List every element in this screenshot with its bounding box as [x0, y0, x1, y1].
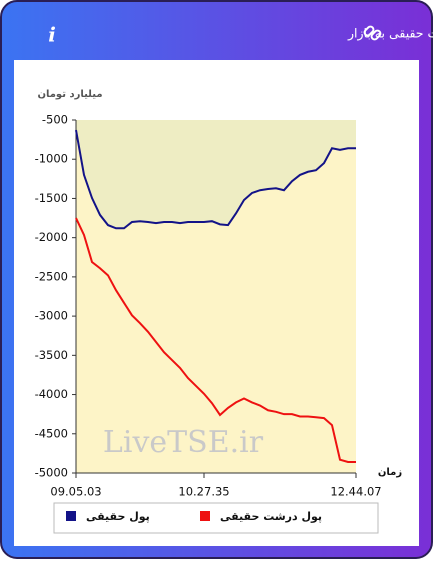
series-line	[75, 217, 356, 464]
y-tick-label: -1500	[35, 191, 68, 205]
legend-swatch	[66, 511, 76, 521]
card-title: برآیند ورود و خروج پول حقیقی و پول درشت …	[347, 26, 433, 42]
legend-label: پول حقیقی	[86, 510, 150, 523]
y-tick-label: -4500	[35, 426, 68, 440]
series-line	[75, 129, 356, 230]
y-tick-label: -3000	[35, 309, 68, 323]
y-tick-label: -500	[42, 113, 68, 127]
link-icon[interactable]	[363, 25, 382, 41]
y-tick-label: -4000	[35, 387, 68, 401]
y-axis-label: میلیارد تومان	[37, 89, 102, 100]
y-tick-label: -1000	[35, 152, 68, 166]
x-tick-label: 09.05.03	[50, 485, 101, 499]
x-axis-label: زمان	[378, 467, 402, 478]
area-fill	[76, 130, 356, 473]
y-tick-label: -5000	[35, 466, 68, 480]
x-tick-label: 12.44.07	[330, 485, 381, 499]
y-tick-label: -2500	[35, 269, 68, 283]
x-tick-label: 10.27.35	[178, 485, 229, 499]
y-tick-label: -2000	[35, 230, 68, 244]
legend-swatch	[200, 511, 210, 521]
y-tick-label: -3500	[35, 348, 68, 362]
info-icon[interactable]: i	[48, 23, 56, 47]
legend-label: پول درشت حقیقی	[220, 510, 322, 523]
legend-box	[53, 502, 379, 534]
chart: میلیارد تومان زمان LiveTSE.ir -5000 -4500 -40…	[35, 89, 402, 534]
watermark: LiveTSE.ir	[103, 425, 264, 460]
